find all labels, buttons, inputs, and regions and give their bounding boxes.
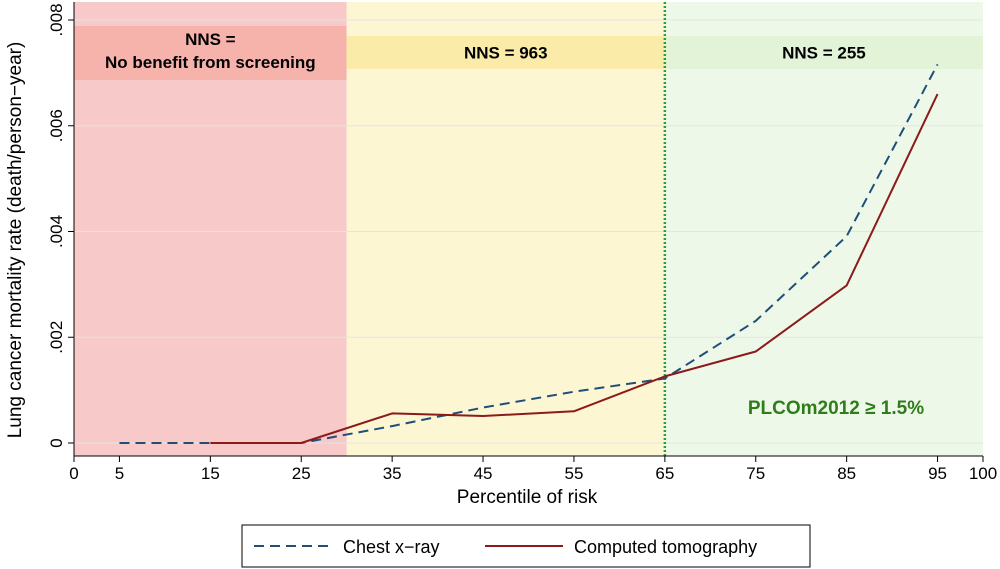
x-tick-label-5: 45 <box>474 464 493 483</box>
x-tick-label-9: 85 <box>837 464 856 483</box>
x-tick-label-1: 5 <box>115 464 124 483</box>
legend-label-chest-xray: Chest x−ray <box>343 537 440 557</box>
band-labels: NNS = No benefit from screening NNS = 963 N… <box>105 30 866 72</box>
band-label-strip-1 <box>346 36 665 69</box>
y-tick-label-3: .006 <box>47 109 66 142</box>
legend-box <box>241 524 811 568</box>
band-1 <box>346 2 665 456</box>
x-tick-label-0: 0 <box>69 464 78 483</box>
x-tick-label-10: 95 <box>928 464 947 483</box>
band-label-strip-2 <box>664 36 983 69</box>
band-label-0-1: No benefit from screening <box>105 53 316 72</box>
y-tick-label-1: .002 <box>47 321 66 354</box>
annotation: PLCOm2012 ≥ 1.5% <box>748 398 924 419</box>
x-axis-title: Percentile of risk <box>457 487 598 508</box>
x-tick-label-6: 55 <box>564 464 583 483</box>
x-tick-label-3: 25 <box>292 464 311 483</box>
band-label-1-0: NNS = 963 <box>464 44 548 63</box>
y-tick-label-0: 0 <box>47 438 66 447</box>
risk-bands <box>74 2 983 456</box>
axes: 0 5 15 25 35 45 55 65 75 85 95 100 0 .002 .004 .006 .008 <box>47 2 997 483</box>
y-tick-label-2: .004 <box>47 215 66 248</box>
band-label-0-0: NNS = <box>185 30 236 49</box>
y-axis-title: Lung cancer mortality rate (death/person… <box>5 42 26 439</box>
x-tick-label-11: 100 <box>969 464 997 483</box>
band-2 <box>664 2 983 456</box>
band-label-2-0: NNS = 255 <box>782 44 866 63</box>
x-tick-label-4: 35 <box>383 464 402 483</box>
x-tick-label-8: 75 <box>746 464 765 483</box>
legend: Chest x−ray Computed tomography <box>241 524 811 568</box>
annotation-text: PLCOm2012 ≥ 1.5% <box>748 398 924 419</box>
legend-label-computed-tomography: Computed tomography <box>574 537 757 557</box>
band-label-strip-0 <box>74 26 347 80</box>
x-tick-label-2: 15 <box>201 464 220 483</box>
series-lines <box>119 63 939 444</box>
y-tick-label-4: .008 <box>47 3 66 36</box>
x-tick-label-7: 65 <box>655 464 674 483</box>
